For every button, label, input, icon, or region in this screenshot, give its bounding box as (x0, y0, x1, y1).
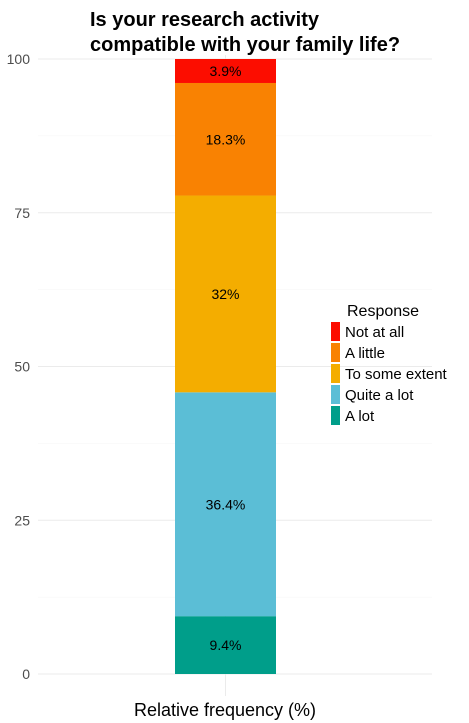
segment-labels: 9.4% 36.4% 32% 18.3% 3.9% (206, 63, 246, 653)
legend: Response Not at all A little To some exten… (331, 303, 448, 425)
legend-title: Response (347, 303, 419, 320)
y-tick-label: 0 (22, 666, 30, 682)
segment-data-label: 3.9% (210, 63, 242, 79)
bar-segment (175, 392, 276, 617)
y-tick-label: 50 (14, 359, 30, 375)
y-axis-ticks: 0 25 50 75 100 (7, 51, 31, 682)
legend-item-label: Not at all (345, 324, 404, 341)
legend-swatch (331, 343, 340, 362)
bar-segment (175, 82, 276, 196)
bar-segment (175, 616, 276, 674)
legend-item-label: A little (345, 345, 385, 362)
chart-title-line-1: Is your research activity (90, 9, 320, 31)
x-axis-label: Relative frequency (%) (134, 700, 316, 720)
legend-item-label: Quite a lot (345, 387, 414, 404)
legend-item-label: To some extent (345, 366, 448, 383)
chart-title-line-2: compatible with your family life? (90, 34, 400, 56)
bar-segment (175, 59, 276, 83)
bar-segment (175, 195, 276, 393)
segment-data-label: 18.3% (206, 131, 246, 147)
stacked-bar (175, 59, 276, 674)
y-tick-label: 100 (7, 51, 31, 67)
segment-data-label: 36.4% (206, 496, 246, 512)
y-tick-label: 75 (14, 205, 30, 221)
legend-swatch (331, 364, 340, 383)
segment-data-label: 9.4% (210, 637, 242, 653)
legend-swatch (331, 385, 340, 404)
legend-items: Not at all A little To some extent Quite a … (331, 322, 448, 425)
legend-swatch (331, 406, 340, 425)
legend-swatch (331, 322, 340, 341)
legend-item-label: A lot (345, 408, 375, 425)
segment-data-label: 32% (211, 286, 239, 302)
y-tick-label: 25 (14, 512, 30, 528)
